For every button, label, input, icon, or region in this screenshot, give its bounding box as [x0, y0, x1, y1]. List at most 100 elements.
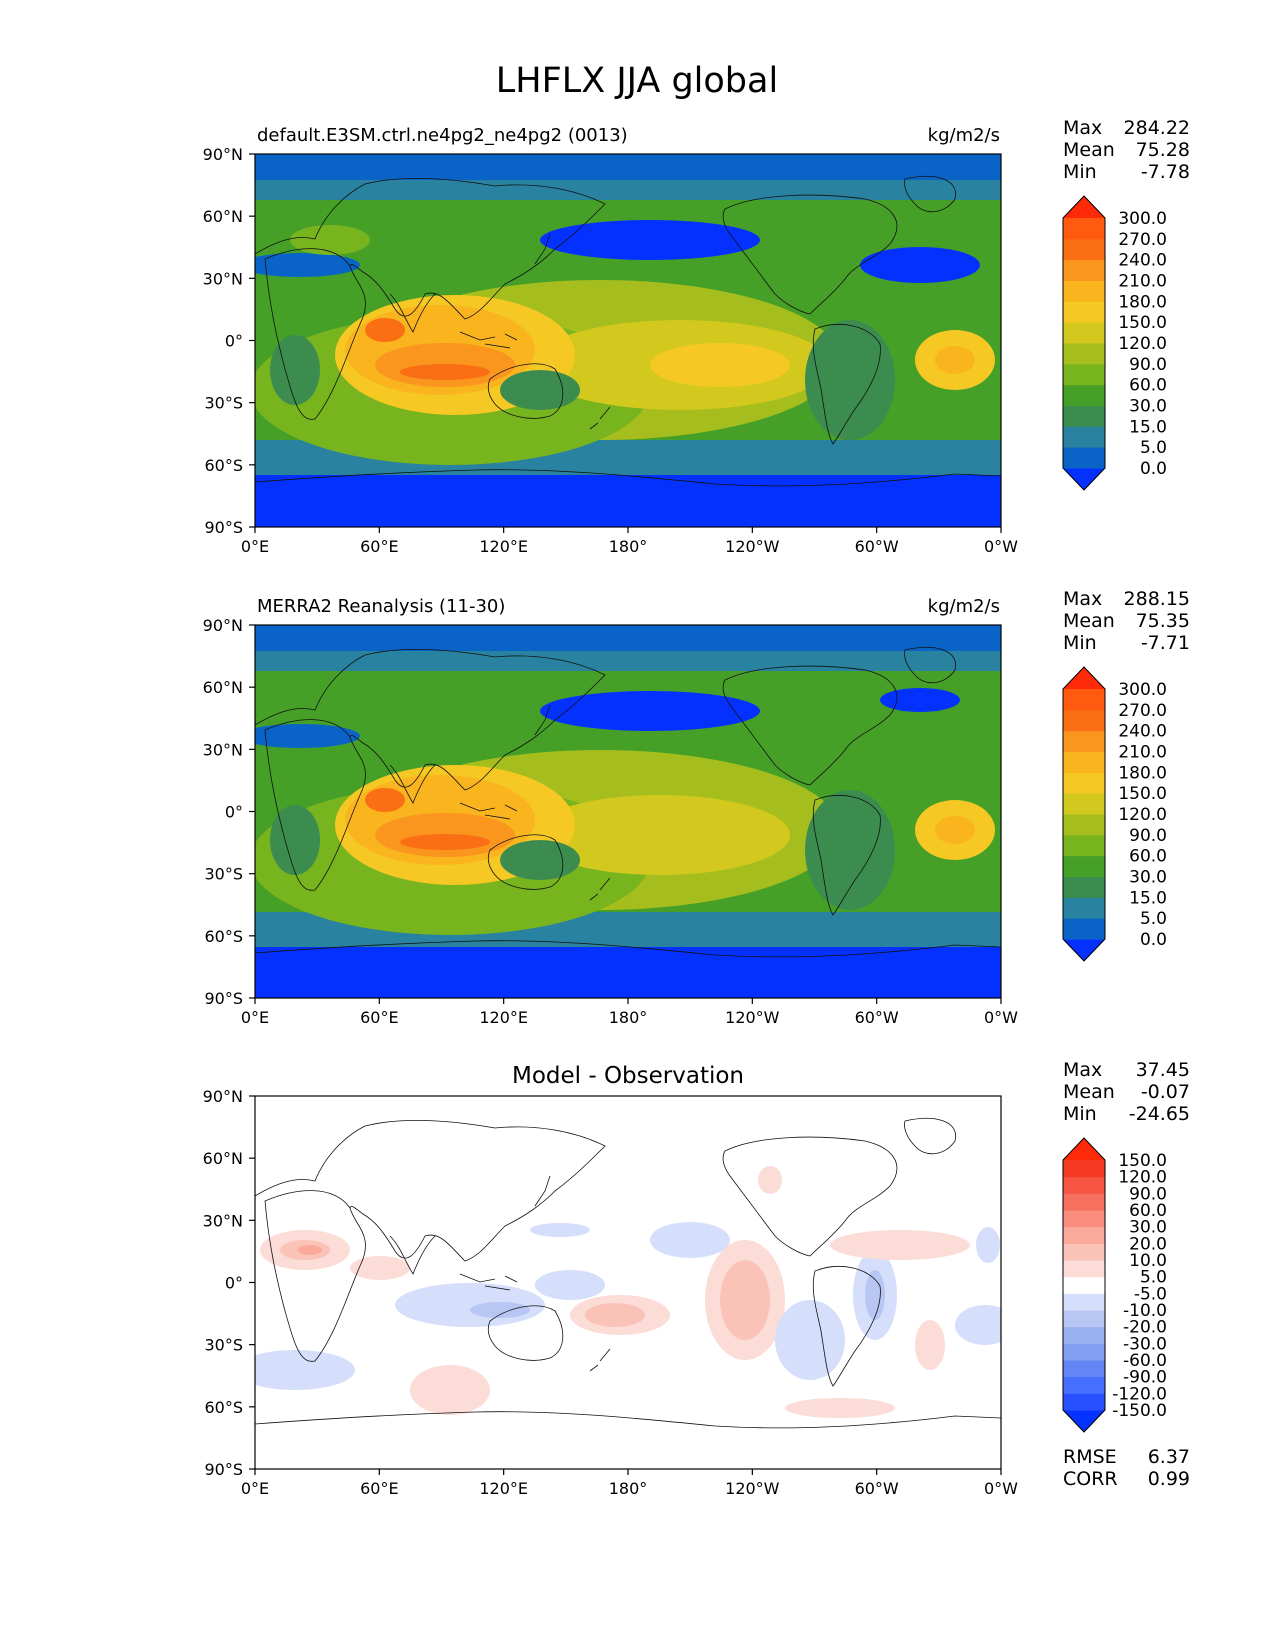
- colorbar-bin: [1063, 259, 1105, 281]
- colorbar-tick-label: 90.0: [1129, 355, 1167, 375]
- colorbar-tick-label: 180.0: [1118, 292, 1167, 312]
- x-tick-label: 60°E: [360, 1479, 398, 1498]
- x-tick-label: 0°E: [241, 1479, 269, 1498]
- colorbar-bin: [1063, 918, 1105, 940]
- colorbar: 0.05.015.030.060.090.0120.0150.0180.0210…: [1062, 666, 1167, 962]
- colorbar-tick-label: 150.0: [1118, 1151, 1167, 1171]
- x-tick-label: 60°W: [855, 537, 899, 556]
- x-tick-label: 120°E: [479, 1479, 528, 1498]
- colorbar-tick-label: 180.0: [1118, 763, 1167, 783]
- colorbar-tick-label: 15.0: [1129, 888, 1167, 908]
- y-tick-label: 90°N: [203, 1087, 243, 1106]
- panel-title: MERRA2 Reanalysis (11-30): [257, 596, 505, 617]
- colorbar-bin: [1063, 1176, 1105, 1194]
- stat-min-label: Min: [1063, 161, 1097, 183]
- colorbar-tick-label: -10.0: [1123, 1301, 1167, 1321]
- colorbar: 0.05.015.030.060.090.0120.0150.0180.0210…: [1062, 195, 1167, 491]
- colorbar-bin: [1063, 855, 1105, 877]
- colorbar-bin: [1063, 426, 1105, 448]
- colorbar-bin: [1063, 1210, 1105, 1228]
- stat-max-value: 288.15: [1124, 588, 1190, 610]
- stat-mean-label: Mean: [1063, 610, 1115, 632]
- panel-difference: Model - Observation: [203, 1059, 1190, 1498]
- colorbar-tick-label: -90.0: [1123, 1368, 1167, 1388]
- colorbar-bin: [1063, 1193, 1105, 1211]
- colorbar-outline: [1062, 1137, 1106, 1433]
- colorbar: -150.0-120.0-90.0-60.0-30.0-20.0-10.0-5.…: [1062, 1137, 1167, 1433]
- figure-title: LHFLX JJA global: [496, 61, 778, 101]
- panel-observation: MERRA2 Reanalysis (11-30) kg/m2/s: [203, 588, 1190, 1027]
- colorbar-bin: [1063, 301, 1105, 323]
- colorbar-bin: [1063, 876, 1105, 898]
- x-tick-label: 60°W: [855, 1479, 899, 1498]
- y-tick-label: 90°N: [203, 616, 243, 635]
- y-tick-label: 0°: [225, 803, 243, 822]
- map-field: [255, 154, 1001, 527]
- colorbar-bin: [1063, 1260, 1105, 1278]
- colorbar-bin: [1063, 1393, 1105, 1411]
- colorbar-tick-label: 10.0: [1129, 1251, 1167, 1271]
- colorbar-bin: [1063, 238, 1105, 261]
- rmse-label: RMSE: [1063, 1446, 1117, 1468]
- x-tick-label: 120°W: [725, 537, 780, 556]
- colorbar-bin: [1063, 1226, 1105, 1244]
- x-tick-label: 60°W: [855, 1008, 899, 1027]
- colorbar-bin: [1063, 363, 1105, 386]
- colorbar-bin: [1063, 834, 1105, 857]
- y-tick-label: 90°S: [204, 989, 243, 1008]
- colorbar-extend-max: [1063, 196, 1105, 218]
- stat-mean-value: 75.28: [1136, 139, 1190, 161]
- corr-label: CORR: [1063, 1468, 1118, 1490]
- y-tick-label: 30°S: [204, 394, 243, 413]
- colorbar-bin: [1063, 1326, 1105, 1344]
- colorbar-tick-label: 5.0: [1140, 1268, 1167, 1288]
- colorbar-tick-label: -30.0: [1123, 1334, 1167, 1354]
- stat-max-value: 284.22: [1124, 117, 1190, 139]
- y-tick-label: 90°S: [204, 1460, 243, 1479]
- x-tick-label: 0°W: [984, 1008, 1018, 1027]
- stat-max-value: 37.45: [1136, 1059, 1190, 1081]
- colorbar-tick-label: 300.0: [1118, 680, 1167, 700]
- x-tick-label: 180°: [609, 1008, 648, 1027]
- colorbar-bin: [1063, 730, 1105, 752]
- y-tick-label: 90°S: [204, 518, 243, 537]
- colorbar-tick-label: 240.0: [1118, 251, 1167, 271]
- colorbar-bin: [1063, 1360, 1105, 1378]
- y-tick-label: 60°S: [204, 456, 243, 475]
- x-tick-label: 120°E: [479, 537, 528, 556]
- x-tick-label: 120°W: [725, 1479, 780, 1498]
- colorbar-bin: [1063, 814, 1105, 836]
- colorbar-extend-min: [1063, 1410, 1105, 1432]
- stat-min-label: Min: [1063, 1103, 1097, 1125]
- stat-max-label: Max: [1063, 588, 1102, 610]
- y-tick-label: 0°: [225, 332, 243, 351]
- colorbar-bin: [1063, 1276, 1105, 1294]
- colorbar-tick-label: 300.0: [1118, 209, 1167, 229]
- colorbar-tick-label: -20.0: [1123, 1318, 1167, 1338]
- x-tick-label: 180°: [609, 1479, 648, 1498]
- colorbar-tick-label: 150.0: [1118, 784, 1167, 804]
- y-tick-label: 30°N: [203, 269, 243, 288]
- colorbar-tick-label: 30.0: [1129, 868, 1167, 888]
- colorbar-bin: [1063, 343, 1105, 365]
- x-tick-label: 180°: [609, 537, 648, 556]
- y-tick-label: 30°S: [204, 1336, 243, 1355]
- stat-mean-label: Mean: [1063, 1081, 1115, 1103]
- stat-max-label: Max: [1063, 117, 1102, 139]
- stat-min-value: -7.71: [1141, 632, 1190, 654]
- x-tick-label: 0°E: [241, 1008, 269, 1027]
- stat-mean-value: 75.35: [1136, 610, 1190, 632]
- units-label: kg/m2/s: [928, 596, 1000, 617]
- colorbar-tick-label: 0.0: [1140, 459, 1167, 479]
- colorbar-tick-label: 5.0: [1140, 909, 1167, 929]
- colorbar-tick-label: 60.0: [1129, 1201, 1167, 1221]
- colorbar-bin: [1063, 447, 1105, 469]
- panel-model: default.E3SM.ctrl.ne4pg2_ne4pg2 (0013) k…: [203, 117, 1190, 556]
- colorbar-extend-max: [1063, 1138, 1105, 1160]
- colorbar-tick-label: 270.0: [1118, 701, 1167, 721]
- colorbar-bin: [1063, 689, 1105, 711]
- colorbar-tick-label: 120.0: [1118, 1168, 1167, 1188]
- colorbar-tick-label: 15.0: [1129, 417, 1167, 437]
- corr-value: 0.99: [1148, 1468, 1190, 1490]
- colorbar-bin: [1063, 709, 1105, 732]
